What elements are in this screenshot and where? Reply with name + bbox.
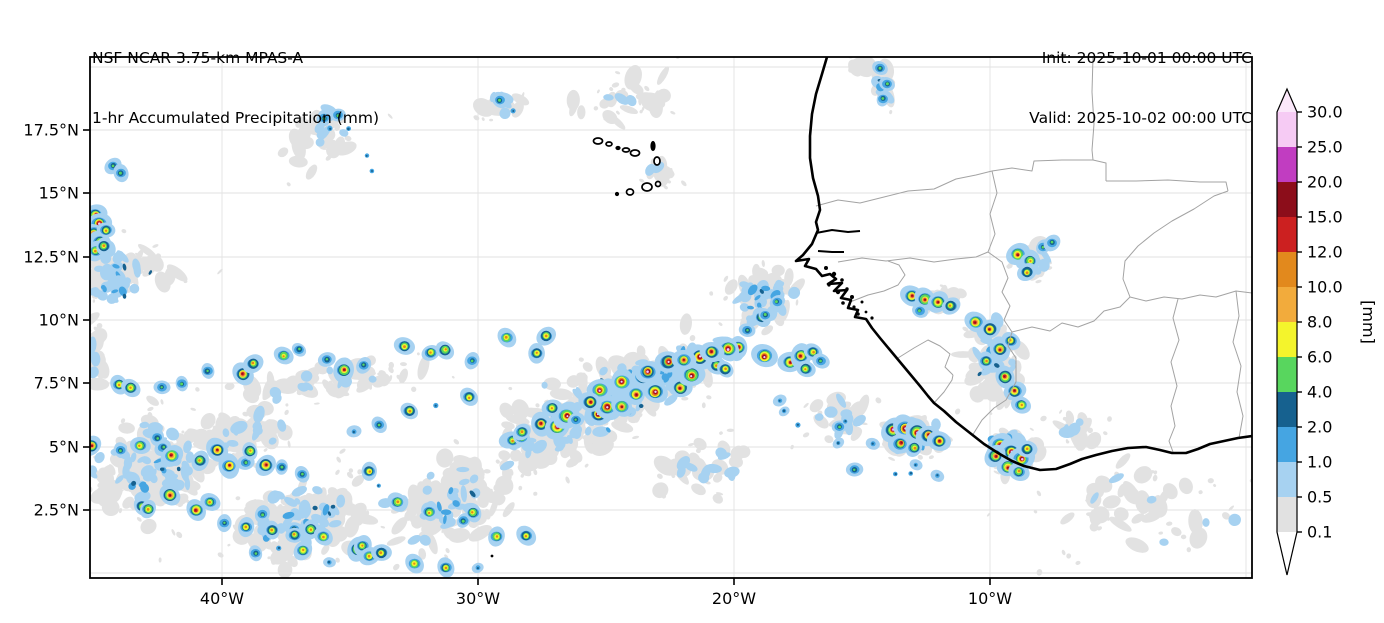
country-border <box>933 374 954 404</box>
colorbar-segment <box>1277 462 1297 497</box>
valid-time-label: Valid: 2025-10-02 00:00 UTC <box>1029 109 1252 127</box>
colorbar-segment <box>1277 287 1297 322</box>
lat-tick-label: 12.5°N <box>23 248 79 267</box>
lat-tick-label: 17.5°N <box>23 121 79 140</box>
precipitation-field <box>90 57 1252 578</box>
lat-tick-label: 15°N <box>39 184 79 203</box>
colorbar-segment <box>1277 357 1297 392</box>
country-border <box>1168 298 1180 453</box>
lon-tick-label: 30°W <box>456 589 500 608</box>
run-time-info: Init: 2025-10-01 00:00 UTC Valid: 2025-1… <box>1029 8 1252 168</box>
country-border <box>1011 296 1131 333</box>
colorbar-tick-label: 30.0 <box>1307 103 1343 122</box>
country-border <box>971 358 1017 437</box>
colorbar-units-label: [mm] <box>1359 300 1378 344</box>
colorbar: 0.1 0.5 1.0 2.0 4.0 6.0 8.0 10.0 12.0 15.0 20.0 25.… <box>1276 87 1378 576</box>
colorbar-over-arrow <box>1277 89 1297 112</box>
country-border <box>987 251 1017 359</box>
title-line-2: 1-hr Accumulated Precipitation (mm) <box>92 109 379 127</box>
colorbar-segment <box>1277 252 1297 287</box>
map-frame <box>89 56 1253 579</box>
figure-title: NSF NCAR 3.75-km MPAS-A 1-hr Accumulated… <box>92 8 379 168</box>
colorbar-tick-label: 8.0 <box>1307 313 1332 332</box>
colorbar-tick-label: 0.1 <box>1307 523 1332 542</box>
colorbar-segment <box>1277 497 1297 532</box>
colorbar-tick-label: 2.0 <box>1307 418 1332 437</box>
river-inlet <box>815 228 861 234</box>
lon-tick-label: 20°W <box>712 589 756 608</box>
colorbar-segment <box>1277 392 1297 427</box>
title-line-1: NSF NCAR 3.75-km MPAS-A <box>92 49 304 67</box>
lon-tick-label: 10°W <box>968 589 1012 608</box>
bijagos-islands <box>824 266 874 320</box>
country-border <box>991 159 1093 172</box>
colorbar-tick-label: 15.0 <box>1307 208 1343 227</box>
colorbar-segment <box>1277 427 1297 462</box>
colorbar-under-arrow <box>1277 532 1297 575</box>
lat-tick-label: 7.5°N <box>34 374 79 393</box>
country-border <box>1232 290 1244 439</box>
colorbar-tick-label: 1.0 <box>1307 453 1332 472</box>
river-inlet <box>817 250 844 253</box>
colorbar-segment <box>1277 112 1297 147</box>
axes: 17.5°N 15°N 12.5°N 10°N 7.5°N 5°N 2.5°N 40°W 30°… <box>23 121 1012 609</box>
country-border <box>987 170 998 253</box>
country-border <box>897 339 954 376</box>
colorbar-tick-label: 10.0 <box>1307 278 1343 297</box>
geography-layer <box>490 57 1252 558</box>
rock-islet-dot <box>490 554 494 558</box>
colorbar-segment <box>1277 322 1297 357</box>
country-border <box>1122 190 1229 298</box>
colorbar-segment <box>1277 147 1297 182</box>
coastline-path <box>794 57 1252 472</box>
country-border <box>837 251 989 263</box>
colorbar-segment <box>1277 182 1297 217</box>
cape-verde-islands <box>592 137 662 197</box>
country-border <box>1091 57 1107 181</box>
init-time-label: Init: 2025-10-01 00:00 UTC <box>1041 49 1252 67</box>
lat-tick-label: 2.5°N <box>34 501 79 520</box>
lat-tick-label: 5°N <box>49 438 79 457</box>
colorbar-tick-label: 20.0 <box>1307 173 1343 192</box>
colorbar-segment <box>1277 217 1297 252</box>
colorbar-tick-label: 4.0 <box>1307 383 1332 402</box>
lon-tick-label: 40°W <box>200 589 244 608</box>
colorbar-tick-label: 0.5 <box>1307 488 1332 507</box>
colorbar-tick-label: 6.0 <box>1307 348 1332 367</box>
colorbar-tick-label: 12.0 <box>1307 243 1343 262</box>
colorbar-tick-label: 25.0 <box>1307 138 1343 157</box>
country-border <box>1129 290 1252 302</box>
precip-cells-layer <box>90 61 1061 578</box>
lat-tick-label: 10°N <box>39 311 79 330</box>
country-border <box>849 260 906 303</box>
country-border <box>815 170 993 207</box>
country-border <box>1106 179 1229 192</box>
